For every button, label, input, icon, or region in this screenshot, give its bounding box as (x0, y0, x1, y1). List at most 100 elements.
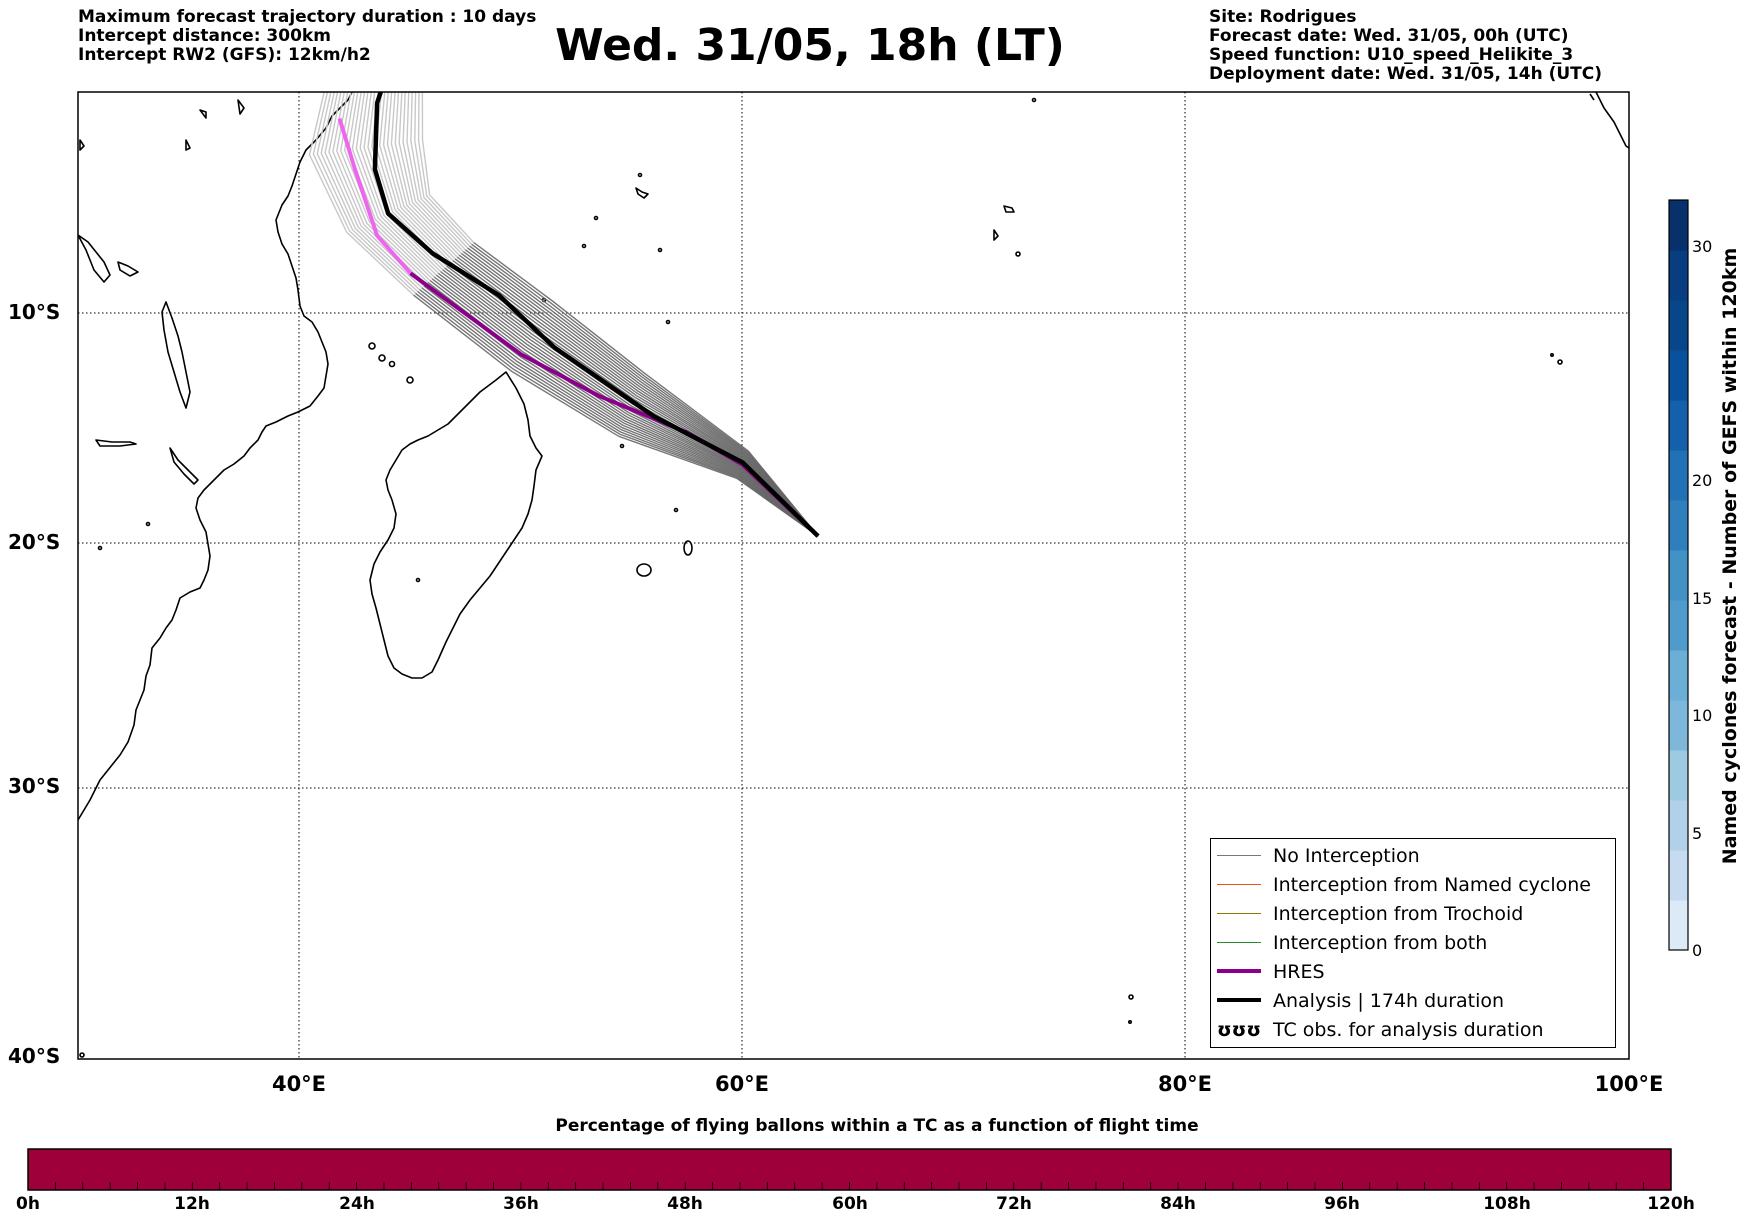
island-outline (635, 187, 649, 199)
island-outline (683, 540, 693, 556)
colorbar-segment (1669, 200, 1688, 251)
ensemble-trajectory-late (390, 92, 458, 258)
island-outline (145, 521, 151, 527)
time-bar-tickmarks (27, 1182, 1672, 1190)
island-outline (406, 376, 414, 384)
island-outline (1015, 251, 1021, 257)
africa-coastline (78, 92, 353, 821)
legend-swatch (1217, 855, 1261, 856)
sumatra-coastline (1595, 92, 1629, 149)
ensemble-trajectory-late (402, 92, 464, 253)
legend-label: No Interception (1273, 845, 1420, 867)
ensemble-trajectory-late (410, 92, 469, 249)
island-outline (581, 243, 587, 249)
ensemble-trajectory-late (398, 92, 462, 254)
map-frame (77, 91, 1630, 1060)
legend-swatch (1217, 969, 1261, 973)
colorbar-tick-label: 30 (1692, 237, 1713, 256)
colorbar-title: Named cyclones forecast - Number of GEFS… (1719, 247, 1741, 865)
x-tick-label: 100°E (1594, 1072, 1664, 1096)
island-outline (993, 229, 999, 241)
island-outline (97, 545, 103, 551)
island-outline (1557, 359, 1563, 365)
header-left-line: Intercept distance: 300km (78, 26, 331, 46)
legend-item-hres: HRES (1211, 959, 1615, 985)
island-outline (388, 360, 396, 368)
colorbar-segment (1669, 900, 1688, 951)
island-outline (619, 443, 625, 449)
time-bar-tick-label: 120h (1647, 1194, 1695, 1214)
colorbar-tick-label: 5 (1692, 824, 1703, 843)
ensemble-trajectory-late (336, 92, 429, 283)
header-right-line: Site: Rodrigues (1209, 7, 1357, 27)
ensemble-trajectory-late (351, 92, 437, 276)
island-outline (636, 563, 652, 577)
island-outline (185, 139, 191, 151)
sumatra-coastline (1589, 93, 1595, 101)
ensemble-trajectory-late (421, 92, 475, 243)
ensemble-trajectory-late (378, 92, 452, 263)
lake-outline (95, 439, 137, 447)
legend-label: Interception from both (1273, 932, 1488, 954)
time-bar-tick-label: 0h (16, 1194, 40, 1214)
colorbar-tick-label: 0 (1692, 941, 1703, 960)
time-bar (27, 1148, 1672, 1191)
legend-swatch (1217, 913, 1261, 914)
colorbar-tick-label: 20 (1692, 471, 1713, 490)
legend-swatch (1217, 942, 1261, 943)
legend-label: Interception from Trochoid (1273, 903, 1524, 925)
y-tick-label: 30°S (8, 774, 61, 798)
island-outline (637, 172, 643, 178)
page-title: Wed. 31/05, 18h (LT) (555, 20, 1065, 71)
header-left-line: Maximum forecast trajectory duration : 1… (78, 7, 537, 27)
ensemble-trajectory-late (316, 92, 419, 293)
island-outline (1550, 352, 1555, 357)
colorbar-tick-label: 15 (1692, 589, 1713, 608)
hres-track-late (337, 117, 412, 275)
lake-outline (117, 261, 139, 277)
analysis-track (372, 92, 820, 538)
colorbar-segment (1669, 800, 1688, 851)
island-outline (79, 139, 85, 151)
colorbar-segment (1669, 500, 1688, 551)
colorbar-segment (1669, 300, 1688, 351)
island-outline (79, 1052, 85, 1058)
legend-item-trochoid: Interception from Trochoid (1211, 901, 1615, 927)
header-right-line: Forecast date: Wed. 31/05, 00h (UTC) (1209, 26, 1569, 46)
ensemble-trajectory-late (386, 92, 456, 260)
island-outline (368, 342, 376, 350)
legend-label: Interception from Named cyclone (1273, 874, 1591, 896)
ensemble-trajectory-late (363, 92, 444, 271)
time-bar-title: Percentage of flying ballons within a TC… (555, 1116, 1199, 1136)
lake-outline (169, 447, 199, 485)
island-outline (1031, 97, 1037, 103)
x-tick-label: 60°E (714, 1072, 770, 1096)
x-tick-label: 40°E (271, 1072, 327, 1096)
colorbar-segment (1669, 650, 1688, 701)
island-outline (199, 109, 207, 119)
ensemble-trajectory-late (417, 92, 473, 245)
ensemble-trajectory-late (308, 92, 414, 296)
ensemble-trajectory-late (394, 92, 460, 256)
island-outline (1128, 994, 1134, 1000)
y-tick-label: 10°S (8, 300, 61, 324)
colorbar-segment (1669, 350, 1688, 401)
legend-swatch (1217, 998, 1261, 1002)
island-outline (415, 577, 421, 583)
colorbar-segment (1669, 450, 1688, 501)
legend-item-analysis: Analysis | 174h duration (1211, 988, 1615, 1014)
time-bar-tick-label: 24h (339, 1194, 375, 1214)
ensemble-trajectory-late (382, 92, 454, 262)
colorbar-tick-label: 10 (1692, 706, 1713, 725)
header-left-line: Intercept RW2 (GFS): 12km/h2 (78, 45, 371, 65)
legend-item-tc-obs: ʊʊʊ TC obs. for analysis duration (1211, 1017, 1615, 1043)
island-outline (1128, 1019, 1133, 1024)
island-outline (657, 247, 663, 253)
legend-swatch (1217, 884, 1261, 885)
ensemble-trajectory-late (339, 92, 431, 282)
ensemble-trajectory-late (320, 92, 421, 291)
time-bar-tick-label: 84h (1160, 1194, 1196, 1214)
ensemble-trajectory-late (355, 92, 439, 274)
legend-label: TC obs. for analysis duration (1273, 1019, 1544, 1041)
